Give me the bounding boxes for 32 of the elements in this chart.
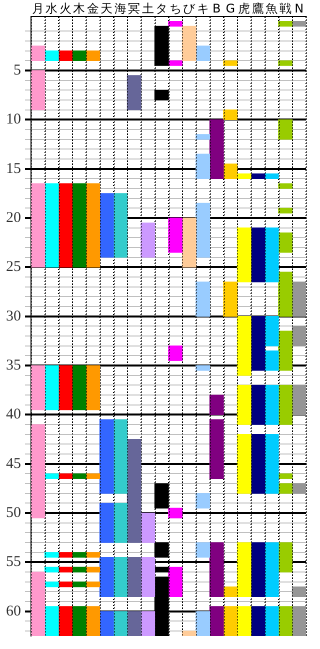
y-tick-label: 45 xyxy=(6,456,21,472)
y-tick-label: 50 xyxy=(6,505,21,521)
x-tick-label: 水 xyxy=(46,1,58,16)
y-tick-label: 20 xyxy=(6,210,21,226)
x-tick-label: 金 xyxy=(86,1,99,16)
x-tick-label: 土 xyxy=(142,1,154,16)
y-tick-label: 25 xyxy=(6,259,21,276)
x-tick-label: ち xyxy=(169,1,182,16)
y-tick-label: 15 xyxy=(6,160,21,177)
y-tick-label: 55 xyxy=(6,554,21,570)
x-tick-label: 冥 xyxy=(128,1,140,16)
x-tick-label: B xyxy=(212,1,221,16)
y-tick-label: 10 xyxy=(6,112,21,128)
x-tick-label: タ xyxy=(156,1,168,16)
x-tick-label: 虎 xyxy=(238,1,250,16)
x-tick-label: び xyxy=(183,1,196,16)
x-tick-label: 天 xyxy=(100,1,113,16)
y-tick-label: 30 xyxy=(6,308,21,324)
x-tick-label: N xyxy=(294,1,304,16)
x-tick-label: 鷹 xyxy=(252,1,264,16)
x-tick-label: 戦 xyxy=(279,1,292,16)
x-tick-label: G xyxy=(226,1,236,16)
x-tick-label: 木 xyxy=(73,1,86,16)
x-tick-label: 月 xyxy=(32,1,44,16)
y-tick-label: 5 xyxy=(14,62,21,78)
x-tick-label: 海 xyxy=(114,1,126,16)
y-tick-label: 60 xyxy=(6,603,21,620)
x-tick-label: 魚 xyxy=(266,1,278,16)
y-tick-label: 40 xyxy=(6,406,21,423)
y-tick-label: 35 xyxy=(6,357,21,374)
x-tick-label: キ xyxy=(196,1,209,16)
x-tick-label: 火 xyxy=(59,1,72,16)
